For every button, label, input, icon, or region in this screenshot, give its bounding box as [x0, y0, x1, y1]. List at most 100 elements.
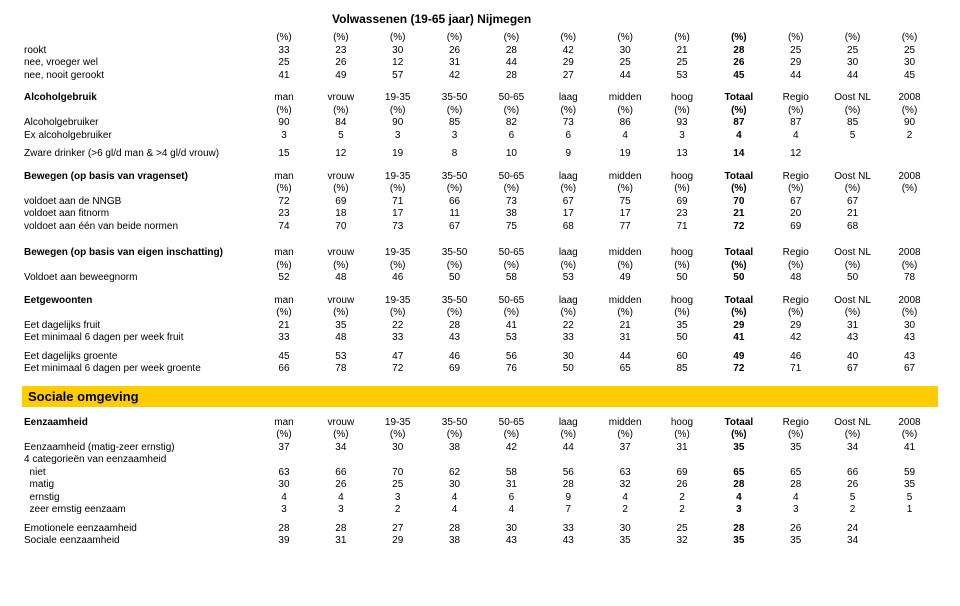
- cell: 21: [256, 320, 313, 333]
- cell: 6: [540, 130, 597, 143]
- cell: 50: [540, 363, 597, 376]
- pct-header: (%): [256, 429, 313, 442]
- col-header: hoog: [654, 82, 711, 105]
- cell: 33: [256, 332, 313, 345]
- cell: 58: [483, 272, 540, 285]
- cell: 66: [426, 196, 483, 209]
- cell: 46: [369, 272, 426, 285]
- cell: [654, 454, 711, 467]
- cell: 3: [369, 130, 426, 143]
- cell: 87: [710, 117, 767, 130]
- cell: 3: [426, 130, 483, 143]
- pct-header: (%): [540, 429, 597, 442]
- cell: 26: [312, 57, 369, 70]
- cell: 34: [312, 442, 369, 455]
- pct-header: (%): [824, 307, 881, 320]
- cell: 11: [426, 208, 483, 221]
- cell: 45: [710, 70, 767, 83]
- pct-header: (%): [369, 260, 426, 273]
- cell: 67: [824, 363, 881, 376]
- cell: 26: [312, 479, 369, 492]
- col-header: hoog: [654, 161, 711, 184]
- pct-header: (%): [483, 307, 540, 320]
- cell: 27: [540, 70, 597, 83]
- cell: 2: [597, 504, 654, 517]
- col-header: vrouw: [312, 285, 369, 308]
- cell: 24: [824, 523, 881, 536]
- cell: 53: [483, 332, 540, 345]
- col-header: 2008: [881, 82, 938, 105]
- cell: 65: [767, 467, 824, 480]
- cell: 32: [597, 479, 654, 492]
- cell: 26: [767, 523, 824, 536]
- cell: 31: [597, 332, 654, 345]
- cell: 3: [767, 504, 824, 517]
- row-label: voldoet aan de NNGB: [22, 196, 256, 209]
- cell: [312, 454, 369, 467]
- cell: 33: [256, 45, 313, 58]
- cell: 30: [824, 57, 881, 70]
- cell: 73: [369, 221, 426, 234]
- pct-header: (%): [312, 183, 369, 196]
- cell: 4: [426, 504, 483, 517]
- cell: 37: [597, 442, 654, 455]
- cell: 37: [256, 442, 313, 455]
- cell: 3: [256, 130, 313, 143]
- cell: 50: [654, 332, 711, 345]
- pct-header: (%): [483, 183, 540, 196]
- pct-header: (%): [312, 32, 369, 45]
- row-label: Voldoet aan beweegnorm: [22, 272, 256, 285]
- pct-header: (%): [710, 429, 767, 442]
- cell: 34: [824, 442, 881, 455]
- cell: 48: [767, 272, 824, 285]
- pct-header: (%): [426, 32, 483, 45]
- col-header: Oost NL: [824, 247, 881, 260]
- cell: 26: [710, 57, 767, 70]
- cell: 70: [710, 196, 767, 209]
- cell: 93: [654, 117, 711, 130]
- pct-header: (%): [767, 429, 824, 442]
- section-header: Bewegen (op basis van vragenset): [22, 161, 256, 184]
- cell: 77: [597, 221, 654, 234]
- cell: 25: [654, 523, 711, 536]
- cell: 35: [654, 320, 711, 333]
- cell: 33: [369, 332, 426, 345]
- cell: 73: [483, 196, 540, 209]
- cell: 46: [426, 351, 483, 364]
- cell: 76: [483, 363, 540, 376]
- pct-header: (%): [483, 260, 540, 273]
- pct-header: (%): [369, 429, 426, 442]
- cell: 66: [312, 467, 369, 480]
- row-label: Eet minimaal 6 dagen per week fruit: [22, 332, 256, 345]
- pct-header: (%): [881, 260, 938, 273]
- cell: 29: [710, 320, 767, 333]
- cell: 50: [710, 272, 767, 285]
- cell: 31: [312, 535, 369, 548]
- cell: 35: [597, 535, 654, 548]
- cell: [881, 221, 938, 234]
- cell: 29: [767, 57, 824, 70]
- cell: 17: [540, 208, 597, 221]
- cell: 3: [710, 504, 767, 517]
- pct-header: (%): [597, 429, 654, 442]
- cell: 44: [540, 442, 597, 455]
- row-label: Eet dagelijks groente: [22, 351, 256, 364]
- pct-header: (%): [312, 307, 369, 320]
- pct-header: (%): [597, 183, 654, 196]
- cell: 4: [597, 492, 654, 505]
- row-label: Eenzaamheid (matig-zeer ernstig): [22, 442, 256, 455]
- cell: 63: [597, 467, 654, 480]
- cell: 35: [312, 320, 369, 333]
- col-header: Totaal: [710, 285, 767, 308]
- cell: 33: [540, 332, 597, 345]
- cell: 78: [881, 272, 938, 285]
- cell: 50: [824, 272, 881, 285]
- pct-header: (%): [426, 429, 483, 442]
- cell: 52: [256, 272, 313, 285]
- cell: [881, 535, 938, 548]
- cell: 2: [881, 130, 938, 143]
- cell: 53: [312, 351, 369, 364]
- row-label: Sociale eenzaamheid: [22, 535, 256, 548]
- col-header: 19-35: [369, 407, 426, 430]
- cell: 41: [483, 320, 540, 333]
